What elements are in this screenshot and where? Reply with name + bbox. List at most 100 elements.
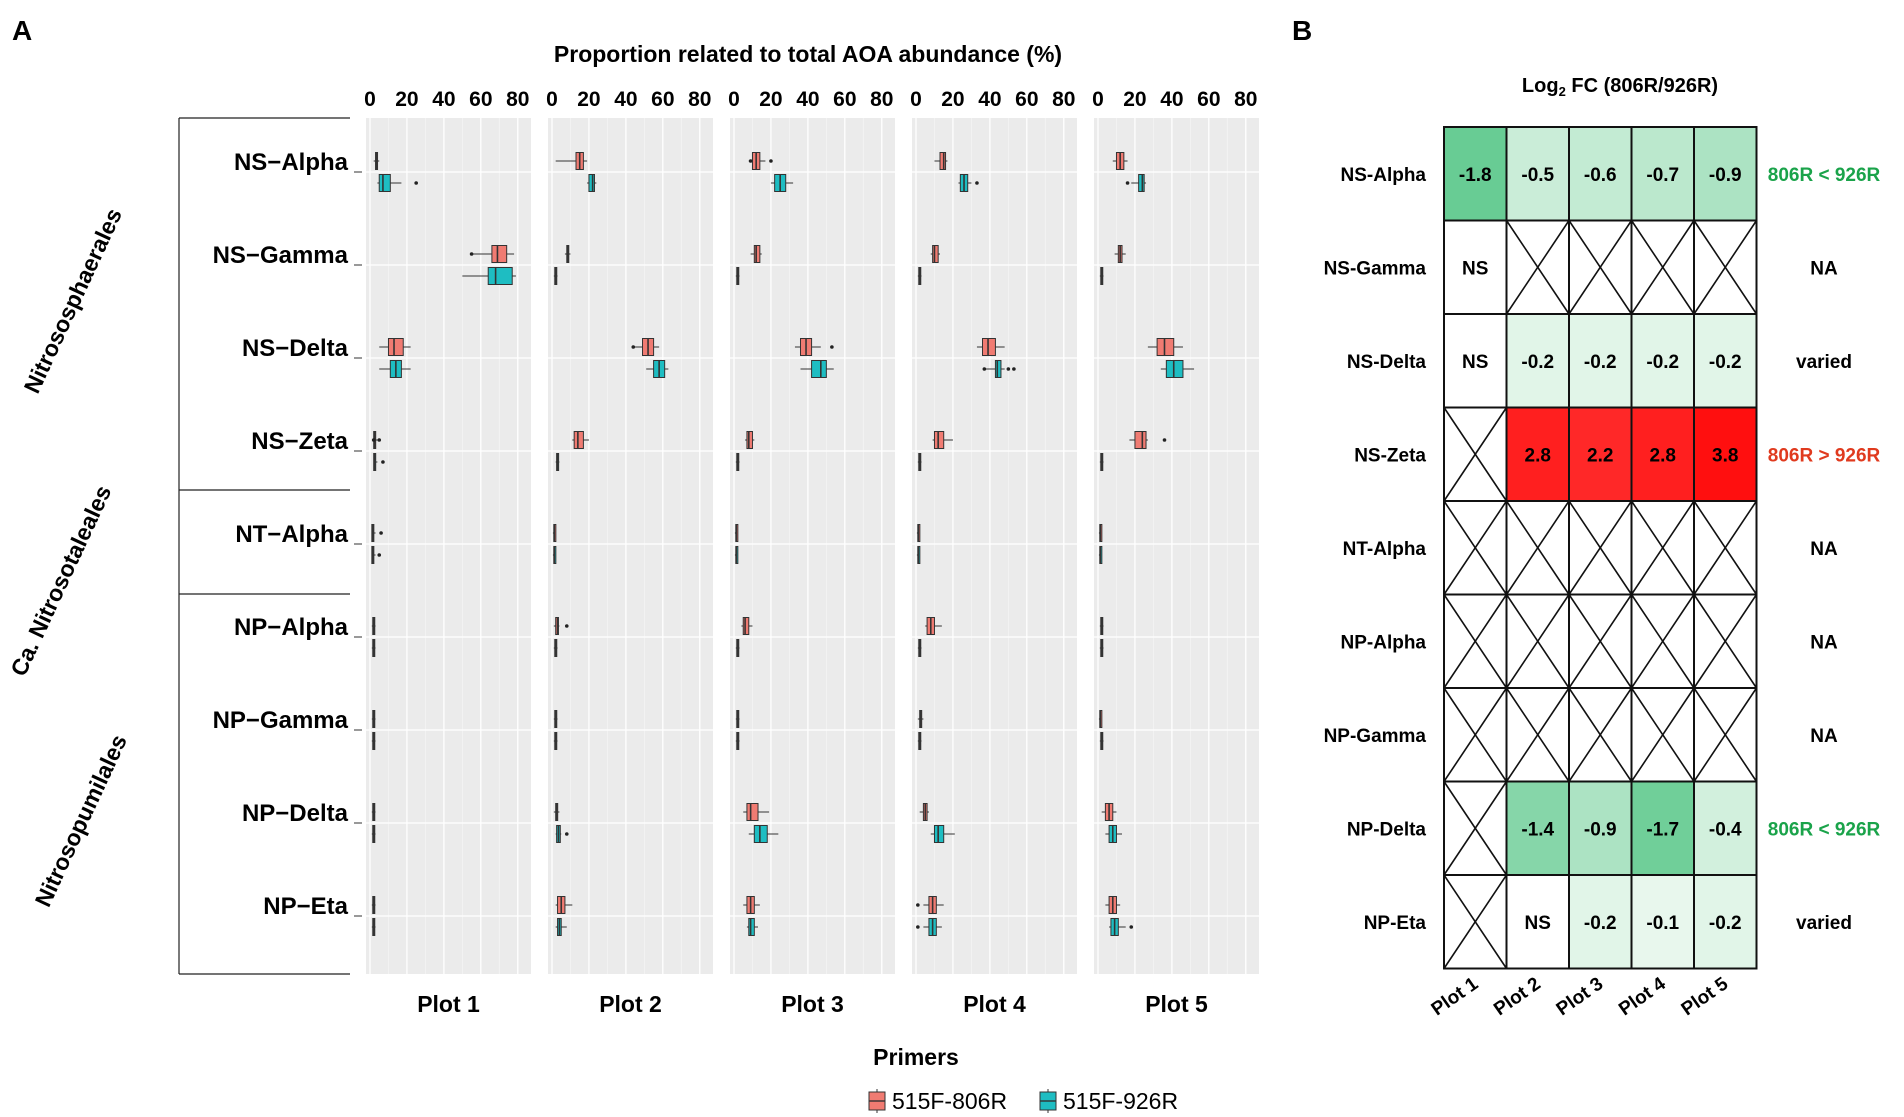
- heatmap-cell: [1630, 780, 1695, 876]
- box-515F-806R-plot-3: [745, 431, 755, 449]
- box-515F-806R-plot-3: [734, 524, 739, 542]
- box-iqr: [746, 431, 753, 449]
- x-tick-label: 60: [1015, 88, 1038, 111]
- box-515F-926R-plot-1: [371, 732, 376, 750]
- heatmap-row-summary: varied: [1796, 352, 1852, 373]
- heatmap-title-part: FC (806R/926R): [1566, 75, 1718, 97]
- box-iqr: [981, 338, 996, 356]
- box-515F-926R-plot-1: [371, 825, 376, 843]
- heatmap-row-summary: NA: [1810, 539, 1838, 560]
- na-cross-line: [1505, 594, 1570, 689]
- heatmap-col-label: Plot 5: [1678, 973, 1733, 1020]
- box-515F-806R-plot-2: [552, 524, 557, 542]
- x-tick-label: 20: [941, 88, 964, 111]
- heatmap-cell: [1568, 406, 1633, 502]
- x-tick-label: 80: [688, 88, 711, 111]
- outlier-point: [377, 438, 382, 442]
- box-515F-926R-plot-1: [377, 174, 418, 192]
- box-515F-926R-plot-3: [800, 360, 834, 378]
- heatmap-panel: Log2 FC (806R/926R) NS-Alpha -1.8 -0.5 -0.6 -…: [1324, 75, 1881, 1020]
- x-tick-label: 40: [796, 88, 819, 111]
- box-515F-806R-plot-5: [1129, 431, 1167, 449]
- box-515F-806R-plot-3: [743, 896, 760, 914]
- na-cross-line: [1443, 781, 1508, 876]
- box-515F-926R-plot-1: [462, 267, 516, 285]
- outlier-point: [748, 159, 753, 163]
- box-515F-926R-plot-4: [982, 360, 1016, 378]
- box-iqr: [939, 152, 947, 170]
- facet-strip-label: Plot 3: [781, 991, 844, 1017]
- box-515F-806R-plot-3: [748, 152, 773, 170]
- panel-a-title: Proportion related to total AOA abundanc…: [554, 41, 1062, 67]
- na-cross-line: [1443, 594, 1508, 689]
- outlier-point: [916, 925, 920, 929]
- na-cross-line: [1630, 500, 1695, 595]
- box-515F-806R-plot-2: [555, 152, 588, 170]
- box-515F-926R-plot-4: [917, 732, 922, 750]
- box-515F-926R-plot-3: [735, 639, 740, 657]
- x-tick-label: 60: [469, 88, 492, 111]
- legend-label: 515F-926R: [1063, 1088, 1178, 1114]
- facet-strip-label: Plot 1: [417, 991, 480, 1017]
- x-tick-label: 0: [364, 88, 376, 111]
- heatmap-cell-value: NS: [1462, 258, 1488, 279]
- x-tick-label: 20: [395, 88, 418, 111]
- x-tick-label: 80: [506, 88, 529, 111]
- facet-strip-label: Plot 2: [599, 991, 662, 1017]
- box-iqr: [1165, 360, 1184, 378]
- outlier-point: [769, 159, 773, 163]
- box-515F-806R-plot-2: [553, 710, 558, 728]
- box-iqr: [742, 617, 750, 635]
- x-tick-label: 20: [759, 88, 782, 111]
- na-cross-line: [1693, 220, 1758, 315]
- box-515F-926R-plot-4: [917, 453, 922, 471]
- box-iqr: [933, 825, 945, 843]
- heatmap-cell-value: -1.8: [1459, 165, 1492, 186]
- taxon-label: NP−Delta: [242, 800, 349, 827]
- heatmap-row-label: NS-Alpha: [1341, 165, 1427, 186]
- outlier-point: [414, 181, 418, 185]
- box-515F-806R-plot-3: [750, 245, 762, 263]
- taxon-label: NP−Alpha: [234, 614, 349, 641]
- heatmap-col-label: Plot 4: [1615, 973, 1670, 1020]
- box-515F-926R-plot-3: [735, 267, 740, 285]
- box-515F-806R-plot-2: [631, 338, 660, 356]
- x-tick-label: 60: [1197, 88, 1220, 111]
- box-iqr: [933, 431, 945, 449]
- heatmap-cell-value: NS: [1525, 913, 1551, 934]
- na-cross-line: [1443, 407, 1508, 502]
- box-515F-926R-plot-2: [553, 732, 558, 750]
- outlier-point: [564, 832, 569, 836]
- heatmap-cell: [1693, 780, 1758, 876]
- box-515F-806R-plot-1: [469, 245, 515, 263]
- x-tick-label: 0: [546, 88, 558, 111]
- heatmap-cell-value: -0.2: [1646, 352, 1679, 373]
- x-tick-label: 0: [910, 88, 922, 111]
- outlier-point: [1012, 367, 1016, 371]
- heatmap-cell-value: 2.8: [1525, 445, 1551, 466]
- box-515F-926R-plot-2: [555, 825, 569, 843]
- box-iqr: [753, 825, 768, 843]
- box-iqr: [1138, 174, 1145, 192]
- outlier-point: [830, 345, 834, 349]
- box-515F-806R-plot-4: [930, 245, 941, 263]
- heatmap-cell-value: -1.4: [1521, 819, 1554, 840]
- box-515F-806R-plot-5: [1098, 710, 1103, 728]
- box-515F-806R-plot-1: [371, 710, 376, 728]
- heatmap-cell: [1505, 313, 1570, 409]
- x-tick-label: 0: [728, 88, 740, 111]
- heatmap-title: Log2 FC (806R/926R): [1522, 75, 1718, 99]
- taxon-label: NS−Alpha: [234, 149, 349, 176]
- box-515F-806R-plot-5: [1098, 524, 1103, 542]
- box-515F-926R-plot-5: [1099, 453, 1104, 471]
- box-515F-926R-plot-2: [646, 360, 669, 378]
- na-cross-line: [1568, 687, 1633, 782]
- outlier-point: [1162, 438, 1167, 442]
- heatmap-row-label: NP-Eta: [1364, 913, 1427, 934]
- box-515F-926R-plot-2: [552, 546, 557, 564]
- box-515F-806R-plot-5: [1105, 896, 1121, 914]
- heatmap-cell-value: -0.2: [1521, 352, 1554, 373]
- heatmap-row-summary: NA: [1810, 726, 1838, 747]
- box-515F-806R-plot-2: [572, 431, 589, 449]
- heatmap-cell: [1568, 874, 1633, 970]
